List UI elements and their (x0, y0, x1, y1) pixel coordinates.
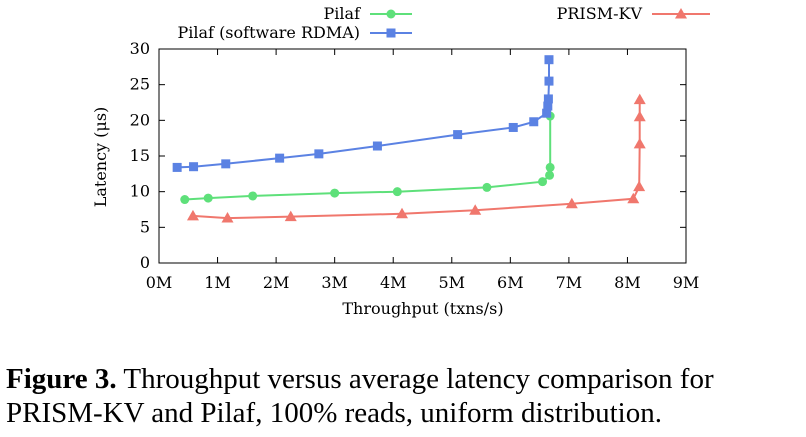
x-tick-label: 3M (321, 273, 348, 292)
series-line (184, 116, 552, 201)
figure-label: Figure 3. (6, 363, 117, 395)
series-3 (186, 93, 646, 223)
legend-marker (386, 9, 396, 19)
legend-marker (386, 28, 396, 38)
legend-label: Pilaf (324, 4, 362, 23)
y-tick-label: 5 (140, 217, 150, 236)
x-tick-label: 2M (263, 273, 290, 292)
x-tick-label: 9M (673, 273, 700, 292)
data-point (275, 153, 285, 163)
data-point (543, 94, 553, 104)
legend-label: Pilaf (software RDMA) (178, 23, 360, 42)
data-point (542, 108, 552, 118)
data-point (565, 197, 578, 209)
data-point (186, 209, 199, 221)
series-layer (172, 55, 646, 223)
data-point (627, 192, 640, 204)
data-point (508, 122, 518, 132)
caption-text: Throughput versus average latency compar… (6, 363, 714, 429)
series-line (177, 59, 550, 169)
data-point (248, 191, 258, 201)
x-tick-label: 7M (556, 273, 583, 292)
data-point (545, 170, 555, 180)
series-1 (180, 111, 555, 205)
y-tick-label: 0 (140, 253, 150, 272)
x-tick-label: 8M (614, 273, 641, 292)
data-point (284, 210, 297, 222)
legend-marker (675, 8, 687, 19)
data-point (633, 110, 646, 122)
ticks: 0M 1M 2M 3M 4M 5M 6M 7M 8M 9M 0 5 10 15 20 25 30 (130, 39, 700, 292)
data-point (545, 162, 555, 172)
data-point (633, 93, 646, 105)
data-point (314, 149, 324, 159)
data-point (221, 159, 231, 169)
data-point (544, 55, 554, 65)
y-tick-label: 20 (130, 110, 150, 129)
data-point (482, 182, 492, 192)
data-point (453, 130, 463, 140)
axes (158, 48, 687, 264)
y-tick-label: 30 (130, 39, 150, 58)
x-tick-label: 0M (146, 273, 173, 292)
data-point (538, 177, 548, 187)
data-point (633, 180, 646, 192)
legend-entry: PRISM-KV (557, 4, 710, 23)
legend-entry: Pilaf (software RDMA) (178, 23, 412, 42)
data-point (392, 187, 402, 197)
legend-label: PRISM-KV (557, 4, 643, 23)
data-point (172, 162, 182, 172)
y-tick-label: 15 (130, 146, 150, 165)
data-point (543, 101, 553, 111)
y-tick-label: 25 (130, 75, 150, 94)
x-tick-label: 5M (438, 273, 465, 292)
data-point (396, 207, 409, 219)
data-point (189, 162, 199, 172)
data-point (633, 137, 646, 149)
data-point (180, 195, 190, 205)
y-tick-label: 10 (130, 182, 150, 201)
data-point (221, 212, 234, 223)
x-axis-label: Throughput (txns/s) (342, 299, 503, 318)
x-tick-label: 4M (380, 273, 407, 292)
data-point (469, 204, 482, 215)
x-tick-label: 1M (204, 273, 231, 292)
y-axis-label: Latency (μs) (91, 107, 110, 208)
legend-entry: Pilaf (324, 4, 412, 23)
plot-frame (158, 48, 687, 264)
data-point (529, 117, 539, 127)
data-point (330, 188, 340, 198)
data-point (544, 76, 554, 86)
series-2 (172, 55, 554, 172)
data-point (372, 141, 382, 151)
data-point (203, 193, 213, 203)
figure-caption: Figure 3. Throughput versus average late… (6, 362, 806, 430)
x-tick-label: 6M (497, 273, 524, 292)
